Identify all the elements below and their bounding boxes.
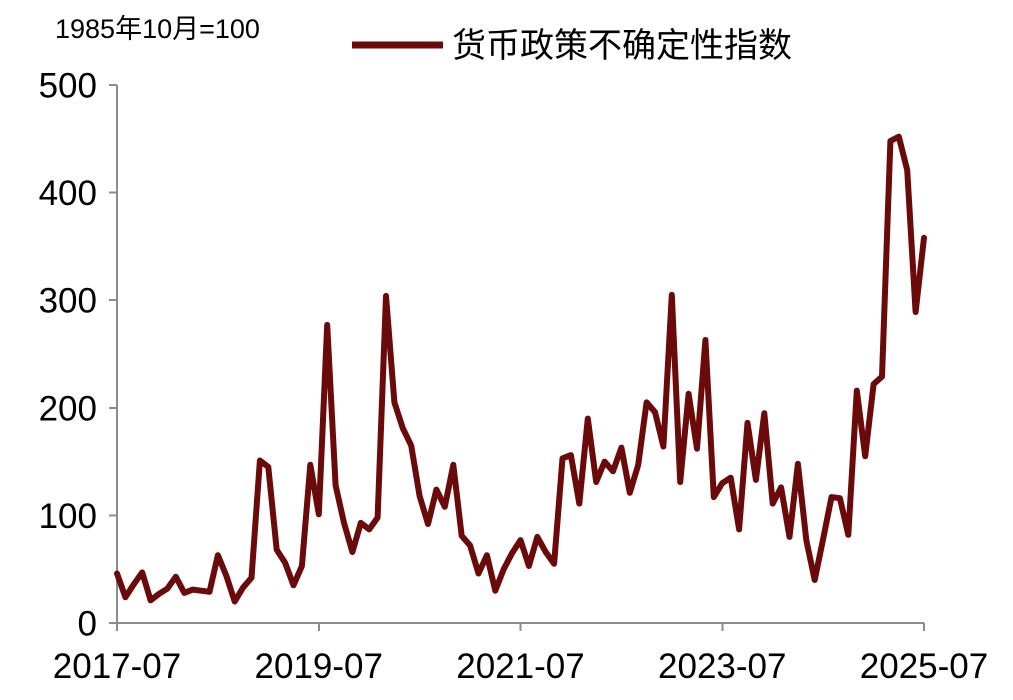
x-tick-label: 2021-07 xyxy=(456,647,584,686)
y-tick-label: 100 xyxy=(39,497,97,536)
x-tick-label: 2017-07 xyxy=(53,647,181,686)
x-tick-label: 2025-07 xyxy=(860,647,988,686)
x-axis-ticks: 2017-07 2019-07 2021-07 2023-07 2025-07 xyxy=(53,623,988,686)
legend-label: 货币政策不确定性指数 xyxy=(452,27,792,65)
y-tick-label: 500 xyxy=(39,67,97,106)
plot-series xyxy=(114,133,927,605)
y-tick-label: 300 xyxy=(39,282,97,321)
y-axis-ticks: 0 100 200 300 400 500 xyxy=(39,67,117,644)
y-tick-label: 200 xyxy=(39,389,97,428)
series-line-policy-uncertainty xyxy=(114,133,927,605)
x-tick-label: 2019-07 xyxy=(255,647,383,686)
y-unit-note: 1985年10月=100 xyxy=(55,14,260,44)
y-tick-label: 0 xyxy=(78,605,97,644)
x-tick-label: 2023-07 xyxy=(658,647,786,686)
y-tick-label: 400 xyxy=(39,174,97,213)
legend: 货币政策不确定性指数 xyxy=(352,27,792,65)
